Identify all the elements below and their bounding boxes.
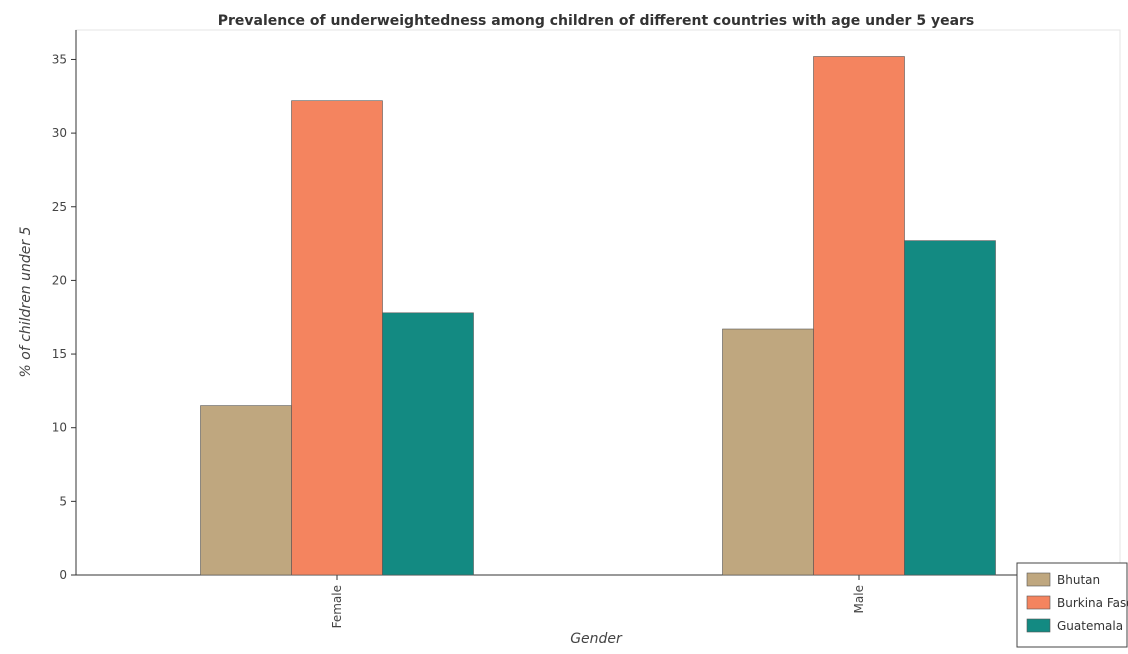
bar-guatemala-female (382, 312, 474, 576)
x-tick-label: Female (330, 585, 344, 628)
legend-swatch-burkina-faso (1026, 595, 1051, 610)
y-tick-label: 0 (59, 568, 67, 582)
legend-swatch-bhutan (1026, 572, 1051, 587)
legend-label: Bhutan (1057, 573, 1100, 587)
bar-bhutan-male (722, 328, 814, 576)
legend-label: Guatemala (1057, 619, 1123, 633)
bar-burkina-faso-female (291, 100, 383, 576)
y-tick-label: 30 (52, 126, 67, 140)
y-tick-label: 20 (52, 273, 67, 287)
y-tick-label: 35 (52, 52, 67, 66)
y-tick-label: 5 (59, 494, 67, 508)
y-tick-label: 10 (52, 421, 67, 435)
y-axis: 0 5 10 15 20 25 30 35 (52, 30, 77, 582)
legend: Bhutan Burkina Faso Guatemala (1016, 562, 1128, 648)
bar-burkina-faso-male (813, 56, 905, 576)
bar-bhutan-female (200, 405, 292, 576)
x-tick-label: Male (852, 585, 866, 613)
x-axis-label: Gender (570, 631, 623, 647)
y-tick-label: 15 (52, 347, 67, 361)
y-tick-label: 25 (52, 200, 67, 214)
bar-guatemala-male (904, 240, 996, 576)
chart-title: Prevalence of underweightedness among ch… (218, 13, 975, 29)
y-axis-label: % of children under 5 (18, 226, 34, 377)
legend-label: Burkina Faso (1057, 596, 1128, 610)
x-axis: Female Male (76, 574, 1120, 628)
legend-swatch-guatemala (1026, 618, 1051, 633)
bars (200, 56, 996, 576)
